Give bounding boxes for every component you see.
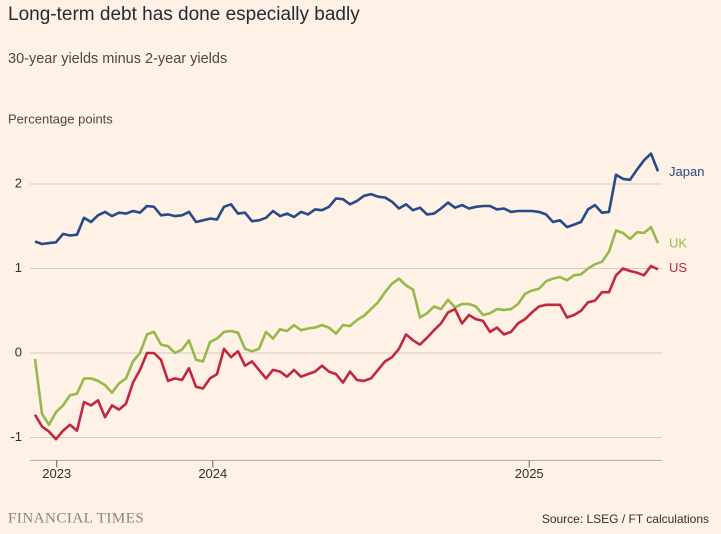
series-line: [33, 225, 660, 427]
series-label: US: [669, 260, 687, 275]
y-tick-label: 1: [15, 260, 22, 275]
series-line: [33, 264, 659, 441]
chart-title: Long-term debt has done especially badly: [8, 4, 360, 25]
series-label: UK: [669, 236, 687, 251]
brand: FINANCIAL TIMES: [8, 510, 144, 526]
y-tick-label: 2: [15, 175, 22, 190]
x-tick-label: 2024: [198, 466, 227, 481]
y-tick-label: -1: [10, 429, 22, 444]
y-tick-label: 0: [15, 344, 22, 359]
y-axis-label: Percentage points: [8, 111, 113, 126]
x-tick-label: 2025: [515, 466, 544, 481]
series-label: Japan: [669, 164, 704, 179]
source: Source: LSEG / FT calculations: [542, 512, 709, 526]
series-line: [34, 152, 660, 246]
x-tick-label: 2023: [42, 466, 71, 481]
chart-subtitle: 30-year yields minus 2-year yields: [8, 51, 227, 67]
